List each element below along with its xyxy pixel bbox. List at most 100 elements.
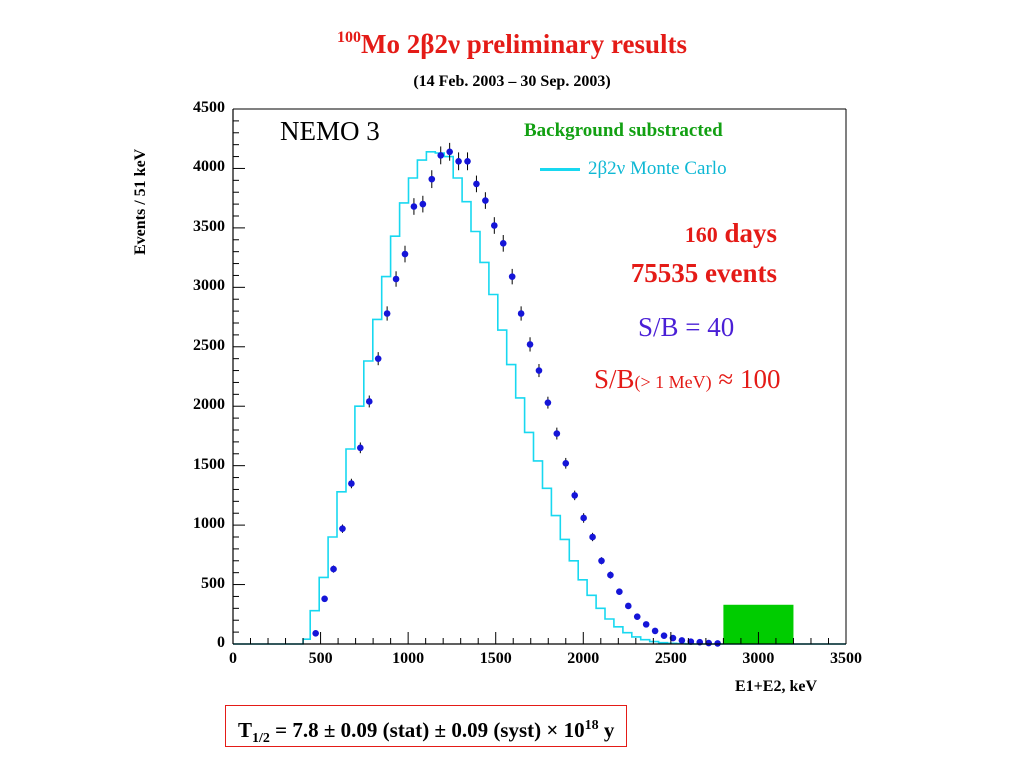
data-point xyxy=(348,478,355,489)
data-point-marker xyxy=(330,565,337,573)
data-point xyxy=(642,621,650,628)
data-point-marker xyxy=(535,367,543,374)
data-point-marker xyxy=(401,250,409,258)
data-point xyxy=(455,152,462,171)
data-points-layer xyxy=(312,142,721,647)
axes-layer xyxy=(232,108,847,645)
legend-line-swatch xyxy=(540,168,580,172)
data-point xyxy=(535,364,543,378)
x-tick-label: 3000 xyxy=(742,650,775,667)
data-point xyxy=(624,602,632,610)
data-point-marker xyxy=(589,533,596,541)
y-axis-label: Events / 51 keV xyxy=(132,149,152,255)
data-point xyxy=(437,146,445,165)
sb2-value: ≈ 100 xyxy=(711,364,781,394)
x-tick-label: 1500 xyxy=(479,650,512,667)
y-tick-label: 1000 xyxy=(193,515,225,533)
x-tick-label: 1000 xyxy=(392,650,425,667)
data-point-marker xyxy=(705,639,712,647)
data-point-marker xyxy=(660,632,668,639)
data-point xyxy=(562,457,570,469)
data-point-marker xyxy=(348,480,355,487)
data-point xyxy=(607,571,614,579)
data-point-marker xyxy=(553,430,561,437)
data-point-marker xyxy=(562,459,570,467)
data-point xyxy=(526,337,534,352)
x-tick-label: 2000 xyxy=(567,650,600,667)
title-mass-number: 100 xyxy=(336,29,361,46)
data-point-marker xyxy=(419,200,427,208)
data-point xyxy=(330,565,337,573)
data-point-marker xyxy=(580,514,587,522)
data-point xyxy=(660,632,668,639)
sb2-main: S/B xyxy=(594,364,635,394)
data-point xyxy=(598,557,605,565)
data-point-marker xyxy=(642,621,650,628)
data-point xyxy=(553,427,561,440)
data-point-marker xyxy=(455,158,462,165)
days-number: 160 xyxy=(684,222,718,247)
x-tick-label: 2500 xyxy=(654,650,687,667)
data-point-marker xyxy=(544,399,552,406)
half-life-result-box: T1/2 = 7.8 ± 0.09 (stat) ± 0.09 (syst) ×… xyxy=(225,705,628,747)
chart-subtitle: (14 Feb. 2003 – 30 Sep. 2003) xyxy=(413,73,611,90)
y-axis-label-text: Events / 51 keV xyxy=(132,148,149,255)
data-point xyxy=(374,352,382,366)
y-tick-label: 3500 xyxy=(193,217,225,235)
data-point-marker xyxy=(365,398,373,405)
data-point xyxy=(339,524,346,533)
data-point xyxy=(419,195,427,213)
data-point-marker xyxy=(464,158,471,165)
y-tick-label: 4000 xyxy=(193,158,225,176)
data-point xyxy=(544,396,552,409)
data-point-marker xyxy=(374,355,382,362)
y-tick-label: 2000 xyxy=(193,396,225,414)
data-point-marker xyxy=(526,341,534,348)
data-point-marker xyxy=(678,637,686,644)
data-point-marker xyxy=(517,310,525,317)
data-point-marker xyxy=(598,557,605,565)
data-point-marker xyxy=(499,240,507,247)
days-annotation: 160 days xyxy=(560,218,777,249)
data-point-marker xyxy=(607,571,614,579)
result-unit: y xyxy=(598,718,615,742)
data-point xyxy=(580,513,587,523)
data-point xyxy=(491,217,498,234)
data-point xyxy=(589,532,596,542)
result-symbol: T xyxy=(238,718,253,742)
y-tick-label: 3000 xyxy=(193,277,225,295)
sb2-condition: (> 1 MeV) xyxy=(634,372,712,392)
data-point xyxy=(428,170,436,189)
data-point xyxy=(446,142,453,161)
title-text: Mo 2β2ν preliminary results xyxy=(360,29,688,59)
chart-title: 100Mo 2β2ν preliminary results xyxy=(0,30,1024,58)
data-point xyxy=(464,152,471,171)
data-point xyxy=(401,245,409,263)
x-tick-label: 3500 xyxy=(830,650,862,667)
data-point xyxy=(678,637,686,644)
background-note: Background substracted xyxy=(524,120,723,141)
data-point-marker xyxy=(392,275,400,283)
data-point-marker xyxy=(339,525,346,532)
data-point xyxy=(571,490,579,501)
data-point xyxy=(499,235,507,252)
data-point xyxy=(705,639,712,647)
y-tick-label: 0 xyxy=(217,634,225,651)
data-point-marker xyxy=(482,197,489,204)
data-point-marker xyxy=(383,310,391,317)
data-point-marker xyxy=(633,613,641,620)
data-point-marker xyxy=(687,638,695,645)
data-point-marker xyxy=(651,627,659,635)
data-point-marker xyxy=(473,180,480,188)
data-point-marker xyxy=(410,203,418,210)
y-tick-label: 500 xyxy=(201,574,225,592)
days-word: days xyxy=(717,218,777,248)
mc-histogram-layer xyxy=(233,151,846,645)
data-point xyxy=(357,442,364,454)
data-point xyxy=(321,595,328,603)
data-point xyxy=(517,306,525,321)
data-point xyxy=(365,395,373,408)
data-point xyxy=(383,306,391,321)
data-point-marker xyxy=(357,444,364,452)
